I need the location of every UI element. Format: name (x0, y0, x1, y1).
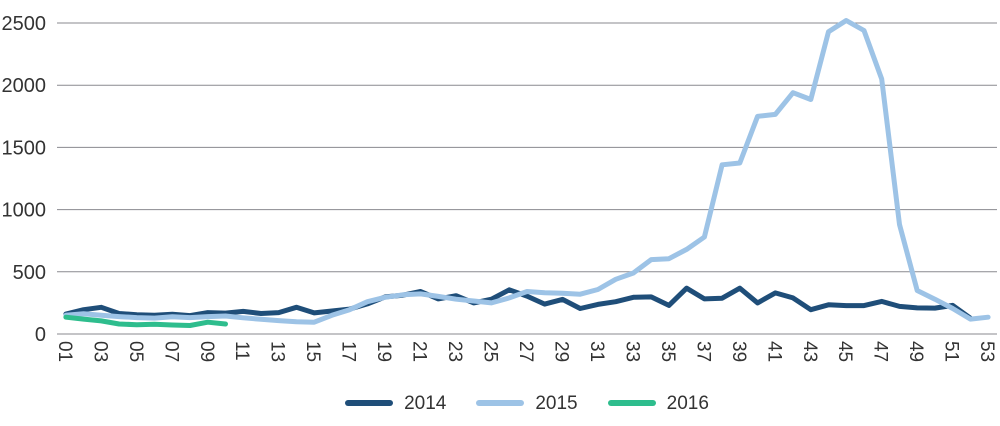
x-tick-label-29: 29 (551, 341, 572, 362)
y-tick-label-500: 500 (13, 262, 46, 284)
x-tick-label-11: 11 (231, 341, 252, 361)
x-tick-label-07: 07 (160, 341, 181, 362)
x-tick-label-27: 27 (515, 341, 536, 362)
x-tick-label-25: 25 (480, 341, 501, 362)
legend-label-2014: 2014 (404, 392, 447, 414)
chart-legend: 2014 2015 2016 (57, 389, 997, 417)
x-tick-label-43: 43 (799, 341, 820, 362)
y-tick-label-1000: 1000 (2, 200, 47, 222)
x-tick-label-19: 19 (373, 341, 394, 362)
x-tick-label-39: 39 (728, 341, 749, 362)
x-tick-label-03: 03 (89, 341, 110, 362)
plot-area: 0 500 1000 1500 2000 2500 01 03 05 07 09 11 13 15 17 19… (2, 13, 998, 362)
x-tick-label-33: 33 (621, 341, 642, 362)
y-tick-label-2500: 2500 (2, 13, 47, 35)
y-tick-label-0: 0 (35, 324, 46, 346)
legend-label-2015: 2015 (535, 392, 578, 414)
legend-swatch-2016 (607, 400, 656, 406)
x-tick-label-13: 13 (267, 341, 288, 362)
x-tick-label-35: 35 (657, 341, 678, 362)
x-tick-label-17: 17 (338, 341, 359, 362)
legend-item-2015: 2015 (476, 392, 578, 414)
x-tick-label-53: 53 (976, 341, 997, 362)
series-line-2015 (63, 18, 991, 325)
x-tick-label-49: 49 (905, 341, 926, 362)
x-tick-label-05: 05 (125, 341, 146, 362)
x-tick-label-51: 51 (941, 341, 962, 362)
legend-item-2014: 2014 (345, 394, 446, 413)
x-tick-label-45: 45 (834, 341, 855, 362)
y-tick-label-1500: 1500 (2, 137, 47, 159)
legend-swatch-2015 (476, 400, 525, 406)
x-tick-label-01: 01 (54, 341, 75, 362)
x-tick-label-21: 21 (409, 341, 430, 362)
series-line-2016 (63, 314, 228, 328)
legend-label-2016: 2016 (666, 392, 709, 414)
x-tick-label-23: 23 (444, 341, 465, 362)
y-tick-label-2000: 2000 (2, 75, 47, 97)
x-tick-label-31: 31 (586, 341, 607, 362)
x-tick-label-41: 41 (763, 341, 784, 362)
x-tick-label-47: 47 (870, 341, 891, 362)
x-tick-label-37: 37 (692, 341, 713, 362)
x-tick-label-09: 09 (196, 341, 217, 362)
legend-item-2016: 2016 (607, 392, 709, 414)
legend-swatch-2014 (345, 400, 394, 406)
x-tick-label-15: 15 (302, 341, 323, 362)
